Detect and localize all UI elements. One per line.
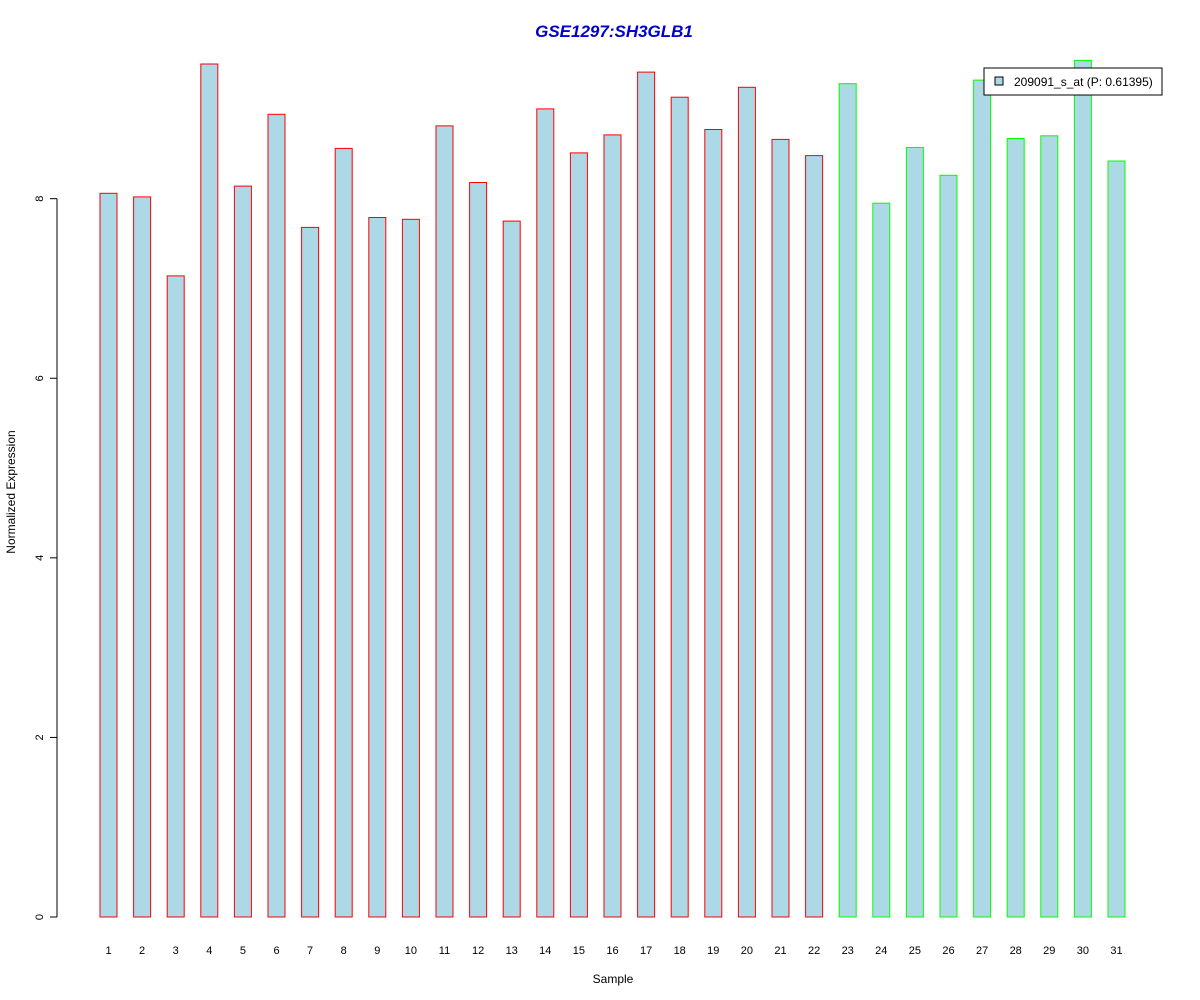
bar-23: [838, 83, 857, 918]
x-tick-label-12: 12: [472, 945, 484, 957]
bar-5: [233, 185, 252, 918]
y-tick-label: 4: [34, 555, 46, 561]
x-tick-label-23: 23: [842, 945, 854, 957]
bar-29: [1040, 135, 1059, 918]
y-tick-label: 0: [34, 914, 46, 920]
legend: 209091_s_at (P: 0.61395): [983, 67, 1163, 96]
x-tick-label-9: 9: [374, 945, 380, 957]
bar-6: [267, 113, 286, 918]
x-tick-label-24: 24: [875, 945, 887, 957]
x-tick-label-3: 3: [173, 945, 179, 957]
x-tick-label-31: 31: [1110, 945, 1122, 957]
bar-9: [368, 217, 387, 918]
x-tick-label-15: 15: [573, 945, 585, 957]
x-tick-label-13: 13: [506, 945, 518, 957]
x-tick-label-14: 14: [539, 945, 551, 957]
x-tick-label-10: 10: [405, 945, 417, 957]
bar-21: [771, 138, 790, 918]
x-tick-label-27: 27: [976, 945, 988, 957]
bar-2: [133, 196, 152, 918]
y-axis: 0 2 4 6 8: [34, 196, 58, 920]
x-tick-label-28: 28: [1010, 945, 1022, 957]
x-tick-label-4: 4: [206, 945, 212, 957]
bar-24: [872, 202, 891, 918]
bar-18: [670, 96, 689, 918]
bar-17: [637, 71, 656, 918]
x-tick-label-26: 26: [942, 945, 954, 957]
x-tick-label-19: 19: [707, 945, 719, 957]
x-tick-label-5: 5: [240, 945, 246, 957]
x-tick-label-18: 18: [674, 945, 686, 957]
x-tick-label-7: 7: [307, 945, 313, 957]
y-axis-title: Normalized Expression: [4, 430, 18, 553]
bar-14: [536, 108, 555, 918]
bar-7: [301, 226, 320, 918]
x-axis-title: Sample: [593, 972, 634, 986]
x-tick-label-6: 6: [273, 945, 279, 957]
x-tick-label-17: 17: [640, 945, 652, 957]
bar-11: [435, 125, 454, 918]
legend-swatch: [994, 76, 1004, 86]
bar-10: [401, 218, 420, 918]
bar-12: [469, 182, 488, 918]
x-tick-label-29: 29: [1043, 945, 1055, 957]
x-tick-label-25: 25: [909, 945, 921, 957]
x-tick-label-22: 22: [808, 945, 820, 957]
y-tick-label: 2: [34, 734, 46, 740]
bar-26: [939, 174, 958, 918]
legend-box: [983, 67, 1163, 96]
bar-16: [603, 134, 622, 918]
bar-27: [973, 79, 992, 918]
x-tick-label-30: 30: [1077, 945, 1089, 957]
x-tick-labels: 1 2 3 4 5 6 7 8 9 10 11 12 13 14 15 16 17 18 19 20 21 22 23 24 2…: [105, 945, 1122, 957]
x-tick-label-20: 20: [741, 945, 753, 957]
x-tick-label-21: 21: [774, 945, 786, 957]
x-tick-label-2: 2: [139, 945, 145, 957]
bar-19: [704, 129, 723, 918]
y-tick-label: 8: [34, 196, 46, 202]
bar-25: [905, 147, 924, 918]
chart-title: GSE1297:SH3GLB1: [535, 22, 693, 41]
x-tick-label-1: 1: [105, 945, 111, 957]
bar-22: [805, 155, 824, 918]
bar-15: [569, 152, 588, 918]
bar-28: [1006, 138, 1025, 918]
x-tick-label-8: 8: [341, 945, 347, 957]
bars-group: [99, 59, 1126, 918]
legend-label: 209091_s_at (P: 0.61395): [1014, 75, 1153, 89]
y-tick-label: 6: [34, 375, 46, 381]
bar-3: [166, 275, 185, 918]
bar-31: [1107, 160, 1126, 918]
bar-13: [502, 220, 521, 918]
x-tick-label-11: 11: [439, 945, 450, 957]
bar-4: [200, 63, 219, 918]
bar-8: [334, 147, 353, 918]
bar-20: [737, 86, 756, 918]
bar-1: [99, 192, 118, 918]
bar-30: [1073, 59, 1092, 918]
x-tick-label-16: 16: [606, 945, 618, 957]
